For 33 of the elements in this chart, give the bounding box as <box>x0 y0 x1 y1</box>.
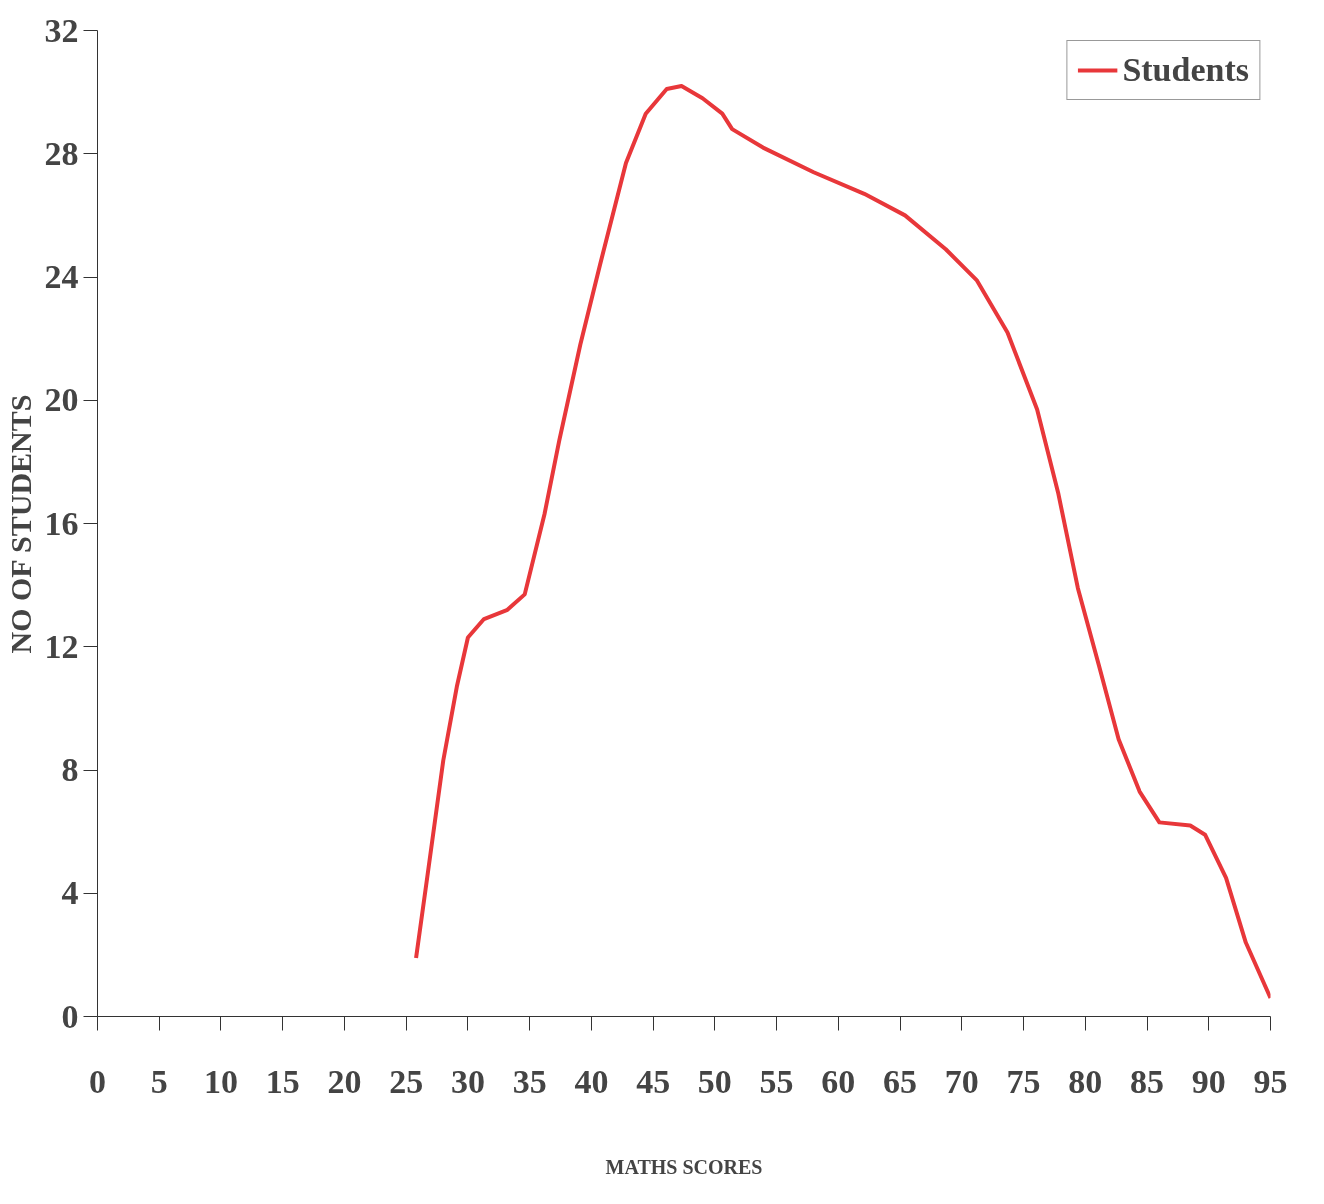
x-tick-label: 10 <box>203 1062 238 1100</box>
x-tick-label: 80 <box>1068 1062 1103 1100</box>
x-tick-label: 70 <box>944 1062 979 1100</box>
x-tick-label: 50 <box>697 1062 732 1100</box>
y-tick-label: 8 <box>61 751 79 788</box>
y-tick-label: 16 <box>44 504 79 542</box>
x-tick-label: 30 <box>450 1062 485 1100</box>
x-tick-label: 45 <box>636 1062 671 1100</box>
x-tick-label: 0 <box>89 1062 106 1100</box>
x-tick-label: 5 <box>150 1062 168 1100</box>
y-tick-label: 12 <box>44 627 79 665</box>
y-tick-label: 4 <box>61 874 79 912</box>
x-tick-label: 60 <box>821 1062 856 1100</box>
x-tick-label: 85 <box>1130 1062 1165 1100</box>
x-tick-label: 90 <box>1191 1062 1226 1100</box>
legend-label: Students <box>1122 51 1249 89</box>
x-axis-title: MATHS SCORES <box>605 1155 763 1178</box>
x-tick-label: 15 <box>265 1062 300 1100</box>
x-tick-label: 40 <box>574 1062 609 1100</box>
y-tick-label: 24 <box>44 258 79 295</box>
y-tick-label: 32 <box>44 11 79 49</box>
y-tick-label: 20 <box>44 381 79 419</box>
x-tick-label: 65 <box>883 1062 918 1100</box>
x-tick-label: 35 <box>512 1062 547 1100</box>
y-tick-label: 0 <box>61 997 79 1035</box>
y-axis-title: NO OF STUDENTS <box>3 394 37 654</box>
x-tick-label: 20 <box>327 1062 362 1100</box>
y-tick-label: 28 <box>44 134 79 172</box>
x-tick-label: 25 <box>389 1062 424 1100</box>
x-tick-label: 95 <box>1253 1062 1288 1100</box>
line-series <box>414 83 1271 1001</box>
x-tick-label: 75 <box>1006 1062 1041 1100</box>
x-tick-label: 55 <box>759 1062 794 1100</box>
